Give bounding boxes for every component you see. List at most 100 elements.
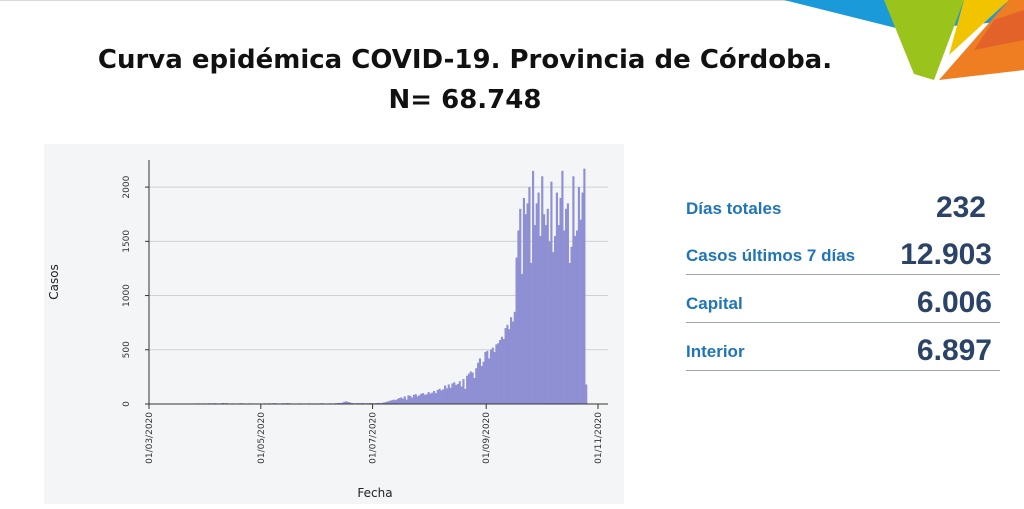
bar: [396, 399, 399, 404]
bar: [345, 401, 348, 404]
bar: [524, 214, 527, 404]
bar: [513, 311, 516, 404]
stat-value-interior: 6.897: [916, 334, 992, 367]
y-tick-label: 1000: [122, 284, 132, 307]
bar: [508, 329, 511, 404]
bar: [447, 384, 450, 404]
bar: [499, 340, 502, 404]
stats-panel: Días totales 232 Casos últimos 7 días 12…: [686, 180, 1000, 371]
bar: [456, 383, 460, 404]
bar: [585, 384, 588, 404]
bar: [414, 394, 417, 404]
bar: [532, 170, 535, 404]
bar: [497, 343, 500, 404]
title-line-2: N= 68.748: [388, 85, 542, 115]
bar: [528, 187, 531, 404]
bar: [506, 324, 509, 404]
bar: [409, 395, 412, 404]
corner-orange-dark-stripe: [974, 10, 1024, 50]
bar: [445, 388, 449, 404]
bar: [425, 394, 428, 404]
bar: [486, 350, 489, 404]
bar: [467, 373, 471, 404]
bar: [477, 362, 480, 404]
bar: [572, 176, 575, 404]
corner-green-stripe: [884, 0, 964, 80]
bar: [559, 197, 562, 404]
y-tick-label: 1500: [122, 230, 132, 253]
bar: [539, 235, 542, 404]
bar: [378, 402, 381, 404]
bar: [458, 381, 461, 404]
bar: [543, 214, 546, 404]
bar: [561, 170, 564, 404]
y-tick-label: 0: [122, 401, 132, 407]
bar: [412, 394, 416, 404]
stat-row-interior: Interior 6.897: [686, 323, 1000, 371]
bar: [566, 203, 569, 404]
bar: [416, 396, 419, 404]
bar: [510, 317, 513, 404]
chart-bars: [185, 168, 588, 404]
bar: [350, 402, 353, 404]
bar: [455, 385, 458, 404]
bar: [519, 208, 522, 404]
bar: [387, 401, 390, 404]
x-tick-label: 01/05/2020: [257, 412, 267, 464]
bar: [489, 349, 493, 404]
bar: [546, 208, 549, 404]
chart-axes: 0 500 1000 1500 2000 01/03/2020 01/05/2020 01/0…: [122, 160, 608, 464]
y-axis-label: Casos: [47, 264, 61, 300]
y-tick-label: 500: [122, 341, 132, 358]
bar: [418, 395, 421, 404]
bar: [511, 321, 514, 404]
bar: [554, 235, 557, 404]
stat-label-total-days: Días totales: [686, 199, 782, 218]
bar: [581, 192, 584, 404]
bar: [462, 379, 465, 404]
bar: [563, 230, 566, 404]
stat-label-last-7-days: Casos últimos 7 días: [686, 246, 856, 265]
bar: [565, 208, 568, 404]
bar: [574, 235, 577, 404]
bar: [389, 400, 392, 404]
bar: [390, 400, 394, 404]
bar: [383, 402, 386, 404]
bar: [482, 361, 485, 404]
bar: [500, 336, 504, 404]
bar: [346, 402, 350, 404]
x-tick-label: 01/07/2020: [369, 412, 379, 464]
bar: [469, 371, 472, 404]
stat-label-capital: Capital: [686, 294, 743, 313]
bar: [548, 241, 551, 404]
x-tick-label: 01/09/2020: [482, 412, 492, 464]
x-tick-label: 01/11/2020: [594, 412, 604, 464]
bar: [411, 397, 414, 404]
bar: [451, 383, 454, 404]
bar: [405, 399, 408, 404]
bar: [427, 392, 430, 404]
bar: [438, 388, 441, 404]
bar: [431, 392, 434, 404]
bar: [466, 375, 469, 404]
bar: [403, 396, 406, 404]
bar: [544, 225, 547, 404]
bar: [493, 351, 496, 404]
bar: [401, 398, 405, 404]
bar: [343, 401, 346, 404]
bar: [515, 257, 518, 404]
bar: [433, 390, 436, 404]
bar: [478, 358, 482, 404]
stat-value-total-days: 232: [935, 191, 986, 224]
bar: [570, 246, 573, 404]
bar: [533, 225, 536, 404]
bar: [537, 192, 540, 404]
bar: [522, 197, 525, 404]
bar: [502, 338, 505, 404]
stat-row-total-days: Días totales 232: [686, 180, 1000, 227]
bar: [535, 203, 538, 404]
bar: [381, 402, 384, 404]
bar: [541, 176, 544, 404]
bar: [557, 225, 560, 404]
bar: [429, 393, 432, 404]
